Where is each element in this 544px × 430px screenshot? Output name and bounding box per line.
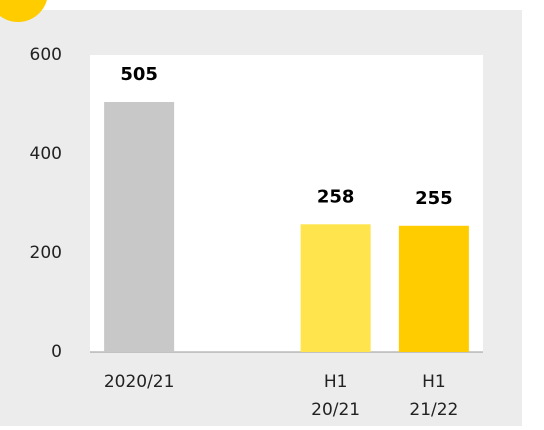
y-tick-label: 200 [30, 243, 62, 263]
x-tick-label: 2020/21 [104, 372, 175, 392]
x-tick-label: H1 21/22 [409, 372, 458, 420]
data-label: 258 [317, 186, 355, 207]
y-tick-label: 400 [30, 144, 62, 164]
decoration [0, 0, 47, 22]
bar [398, 225, 469, 352]
bar [300, 224, 371, 352]
x-tick-label: H1 20/21 [311, 372, 360, 420]
data-label: 255 [415, 188, 453, 209]
y-tick-label: 600 [30, 45, 62, 65]
data-label: 505 [120, 64, 158, 85]
y-tick-label: 0 [51, 342, 62, 362]
bar [104, 102, 175, 353]
